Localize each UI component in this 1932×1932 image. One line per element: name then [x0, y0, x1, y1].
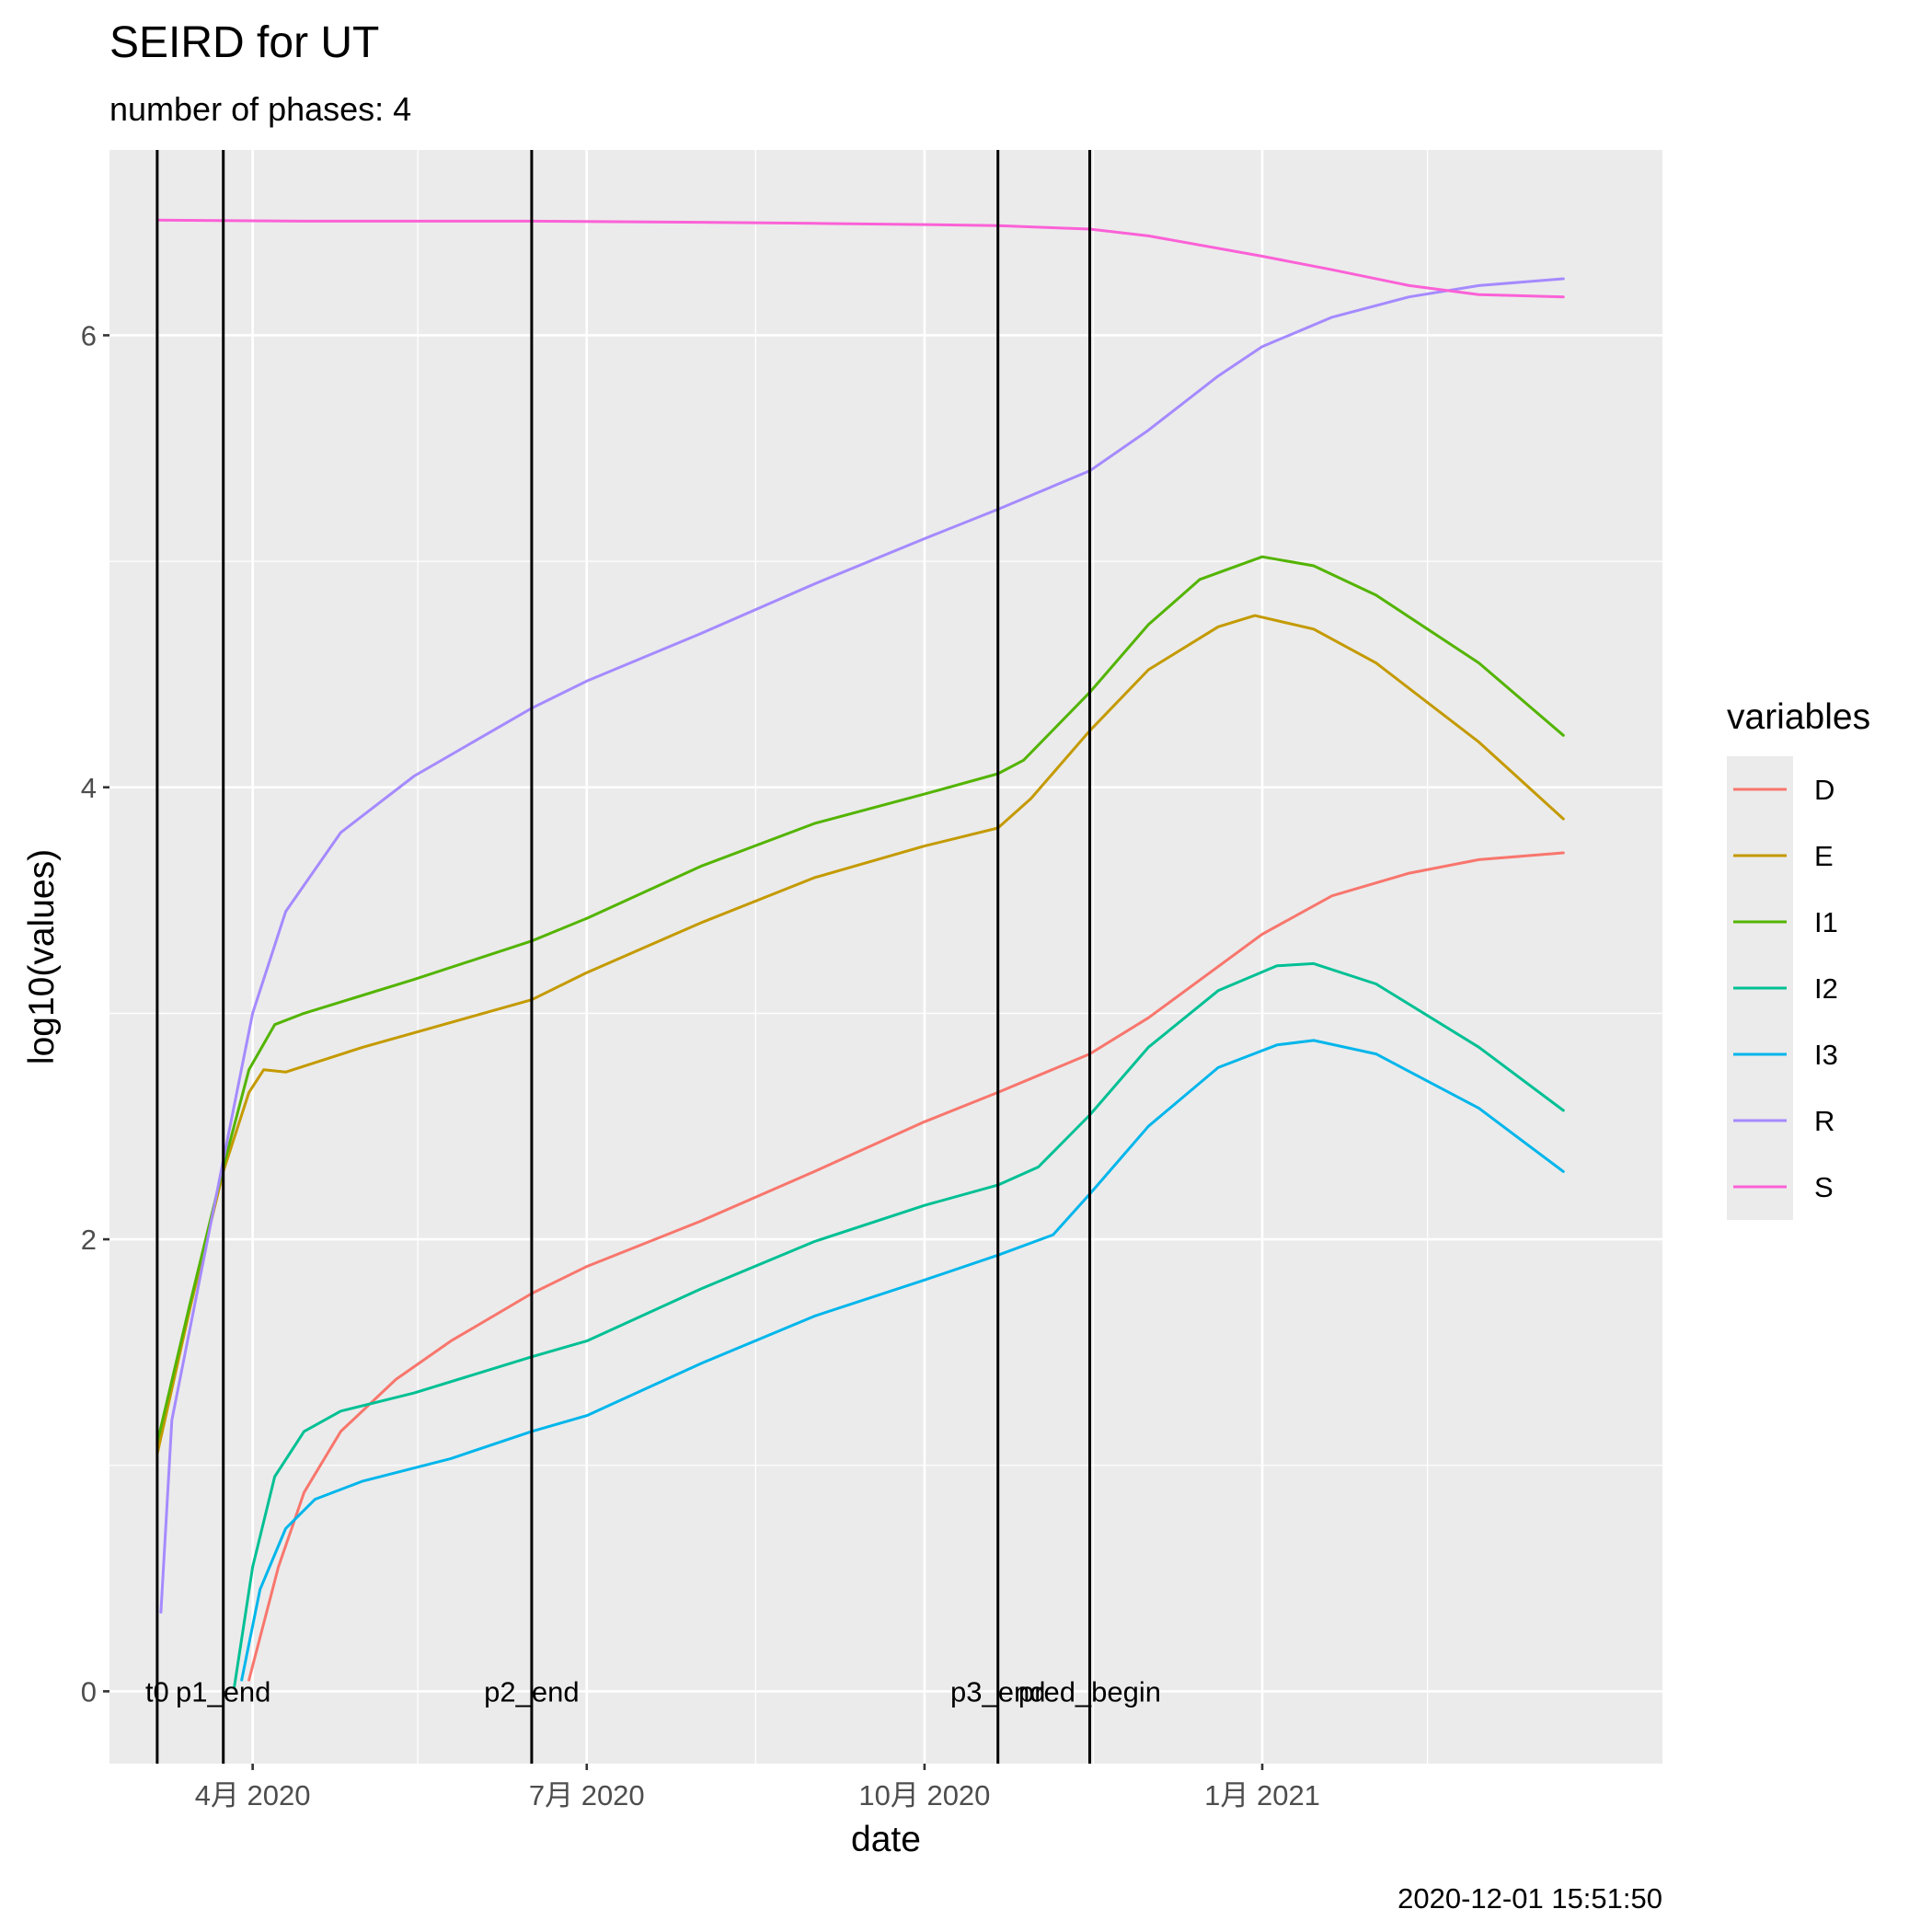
- series-line-r: [159, 277, 1565, 1614]
- series-line-d: [247, 851, 1565, 1682]
- series-line-s: [155, 218, 1565, 299]
- grid-minor: [109, 150, 1662, 1764]
- legend-label-i1: I1: [1814, 906, 1838, 938]
- grid-major: [109, 150, 1662, 1764]
- x-tick-label: 1月 2021: [1204, 1779, 1320, 1811]
- series-line-i1: [155, 555, 1565, 1444]
- series-line-i2: [233, 961, 1565, 1688]
- phase-label-p3-end: p3_end: [950, 1675, 1045, 1708]
- phase-label-p2-end: p2_end: [484, 1675, 579, 1708]
- y-tick-label: 0: [81, 1675, 97, 1708]
- phase-label-pred-begin: pred_begin: [1018, 1675, 1161, 1708]
- chart-subtitle: number of phases: 4: [109, 90, 411, 128]
- x-tick-label: 7月 2020: [529, 1779, 645, 1811]
- x-axis-title: date: [851, 1820, 921, 1859]
- series-layer: [155, 218, 1565, 1688]
- y-tick-label: 2: [81, 1224, 97, 1256]
- series-line-e: [155, 614, 1565, 1455]
- legend-label-i3: I3: [1814, 1039, 1838, 1071]
- legend-label-s: S: [1814, 1171, 1834, 1203]
- x-axis: 4月 2020 7月 2020 10月 2020 1月 2021: [195, 1764, 1320, 1811]
- y-tick-label: 4: [81, 772, 97, 804]
- phase-label-p1-end: p1_end: [176, 1675, 270, 1708]
- x-tick-label: 4月 2020: [195, 1779, 311, 1811]
- series-line-i3: [240, 1039, 1565, 1682]
- legend-title: variables: [1727, 697, 1870, 737]
- y-axis-title: log10(values): [22, 849, 62, 1064]
- phase-label-t0: t0: [145, 1675, 169, 1708]
- legend: variables D E I1 I2 I3 R S: [1727, 697, 1870, 1220]
- legend-label-e: E: [1814, 840, 1834, 872]
- plot-panel: [109, 150, 1662, 1764]
- legend-label-r: R: [1814, 1105, 1834, 1137]
- y-axis: 0 2 4 6: [81, 319, 109, 1708]
- legend-items: D E I1 I2 I3 R S: [1733, 774, 1838, 1203]
- legend-label-d: D: [1814, 774, 1834, 806]
- chart-title: SEIRD for UT: [109, 18, 379, 67]
- x-tick-label: 10月 2020: [858, 1779, 990, 1811]
- legend-label-i2: I2: [1814, 972, 1838, 1005]
- caption-timestamp: 2020-12-01 15:51:50: [1397, 1882, 1662, 1915]
- y-tick-label: 6: [81, 319, 97, 351]
